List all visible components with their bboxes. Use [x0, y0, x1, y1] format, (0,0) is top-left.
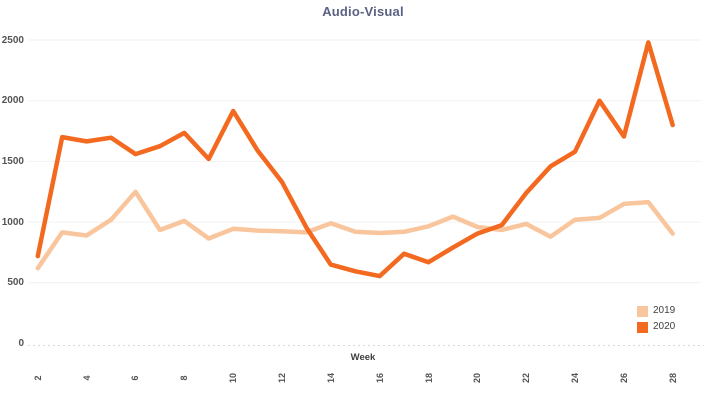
x-tick-label-14: 14: [325, 373, 336, 384]
legend-label-2019: 2019: [653, 305, 676, 316]
y-tick-label-500: 500: [7, 277, 24, 289]
legend-label-2020: 2020: [653, 321, 676, 332]
x-tick-label-2: 2: [32, 375, 43, 381]
y-tick-label-0: 0: [18, 338, 24, 349]
x-tick-label-8: 8: [179, 375, 190, 381]
x-tick-label-6: 6: [130, 375, 141, 381]
x-tick-label-10: 10: [228, 373, 239, 384]
legend: 2019 2020: [637, 305, 675, 337]
series-line-2019: [35, 189, 675, 271]
x-tick-label-22: 22: [521, 373, 532, 384]
x-tick-label-20: 20: [472, 373, 483, 384]
x-tick-label-16: 16: [374, 373, 385, 384]
y-tick-label-2500: 2500: [1, 34, 24, 46]
series-line-2020: [35, 40, 675, 279]
x-tick-label-12: 12: [277, 373, 287, 384]
x-tick-label-26: 26: [618, 373, 629, 384]
y-tick-label-1000: 1000: [1, 216, 24, 228]
legend-item-2020: 2020: [637, 321, 675, 333]
chart-title: Audio-Visual: [322, 4, 404, 19]
y-tick-label-1500: 1500: [1, 155, 24, 167]
legend-swatch-2020: [637, 321, 648, 333]
y-tick-label-2000: 2000: [1, 95, 24, 107]
legend-item-2019: 2019: [637, 305, 675, 317]
x-axis-title: Week: [350, 352, 376, 363]
legend-swatch-2019: [637, 305, 648, 317]
x-tick-label-4: 4: [81, 375, 92, 381]
x-tick-label-28: 28: [667, 373, 678, 384]
x-tick-label-18: 18: [423, 373, 434, 384]
x-tick-label-24: 24: [570, 373, 581, 384]
